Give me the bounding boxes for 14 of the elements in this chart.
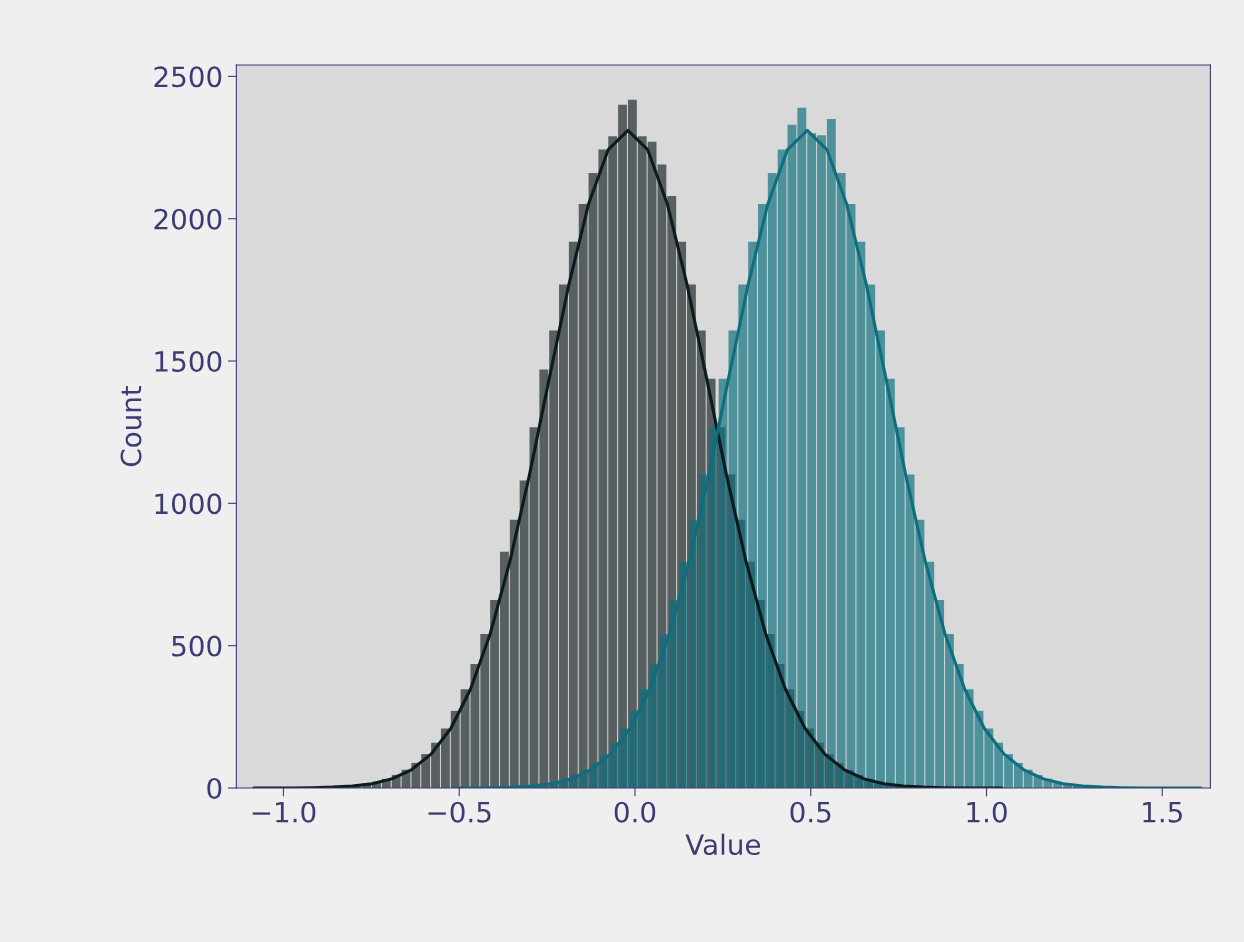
y-tick-label: 1000 [155,493,222,515]
x-tick-label: 0.5 [790,801,831,823]
y-tick-label: 2000 [154,208,222,230]
y-tick-label: 1500 [155,350,222,372]
x-axis-title: Value [685,833,761,856]
x-tick-label: 0.0 [614,801,656,823]
y-tick-label: 0 [207,777,222,799]
x-tick-label: 1.5 [1143,802,1182,823]
x-tick-label: −1.0 [252,801,316,823]
y-tick-label: 2500 [154,66,222,88]
y-tick-label: 500 [172,635,222,657]
x-tick-label: 1.0 [967,801,1007,823]
x-tick-label: −0.5 [428,801,491,823]
y-axis-title: Count [120,385,142,467]
